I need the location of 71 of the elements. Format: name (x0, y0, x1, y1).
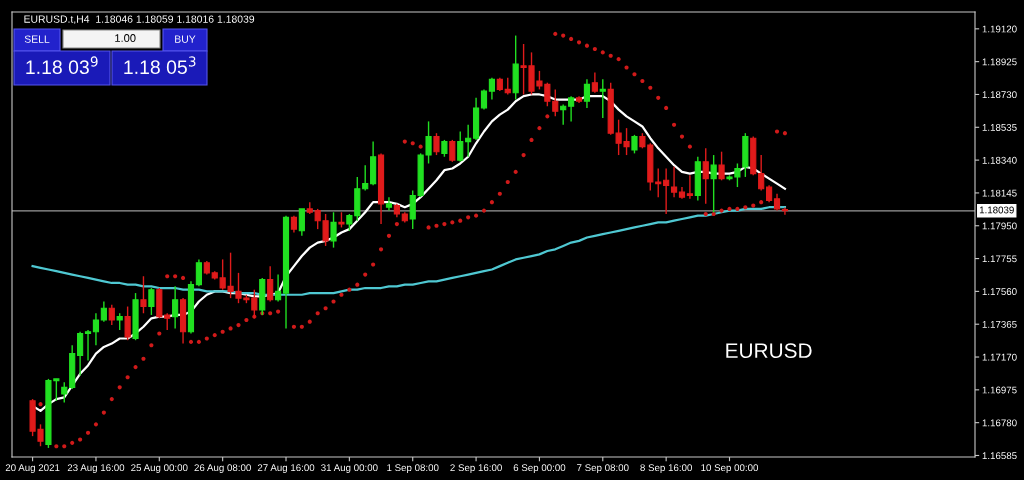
x-tick-label: 10 Sep 00:00 (701, 464, 759, 474)
y-tick-label: 1.17170 (982, 353, 1017, 361)
candlestick (655, 167, 662, 198)
x-tick-label: 25 Aug 00:00 (131, 464, 188, 474)
x-tick-label: 1 Sep 08:00 (387, 464, 439, 474)
candlestick (686, 174, 693, 200)
candlestick (702, 147, 709, 205)
y-tick-label: 1.16780 (982, 419, 1017, 427)
candlestick (449, 139, 456, 163)
candlestick (488, 76, 496, 101)
x-tick-label: 31 Aug 00:00 (321, 464, 378, 474)
x-tick-label: 20 Aug 2021 (5, 464, 60, 474)
candlestick (61, 381, 68, 404)
candlestick (148, 287, 155, 316)
candlestick (718, 150, 725, 182)
x-tick-label: 7 Sep 08:00 (577, 464, 629, 474)
candlestick (124, 305, 131, 341)
y-tick-label: 1.17950 (982, 222, 1017, 230)
annotation: EURUSD (726, 343, 812, 359)
y-tick-label: 1.18340 (982, 156, 1017, 164)
candlestick (480, 88, 488, 111)
candlestick (599, 78, 606, 119)
candlestick (140, 275, 147, 314)
x-tick-label: 26 Aug 08:00 (194, 464, 251, 474)
candlestick (84, 329, 92, 362)
y-tick-label: 1.17755 (982, 255, 1017, 263)
y-tick-label: 1.16975 (982, 386, 1017, 394)
candlestick (457, 130, 464, 163)
chart-title: EURUSD.t,H4 1.18046 1.18059 1.18016 1.18039 (24, 15, 255, 24)
candlestick (108, 304, 115, 326)
candlestick (560, 103, 567, 126)
candlestick (663, 167, 670, 215)
candlestick (670, 166, 678, 198)
annotation: 1.18 05$^{3}$ (124, 56, 196, 75)
annotation: SELL (24, 35, 50, 43)
candlestick (631, 134, 638, 155)
x-tick-label: 8 Sep 16:00 (640, 464, 692, 474)
candlestick (77, 331, 84, 377)
y-tick-label: 1.17560 (982, 288, 1017, 296)
candlestick (781, 206, 789, 216)
y-tick-label: 1.18535 (982, 124, 1017, 131)
y-tick-label: 1.18145 (982, 189, 1017, 197)
candlestick (100, 300, 107, 323)
candlestick (568, 95, 575, 123)
candlestick (385, 196, 393, 212)
candlestick (92, 312, 100, 346)
y-tick-label: 1.17365 (982, 320, 1017, 328)
x-tick-label: 27 Aug 16:00 (257, 464, 315, 474)
y-tick-label: 1.16585 (982, 452, 1017, 460)
x-tick-label: 6 Sep 00:00 (513, 464, 566, 474)
candlestick (298, 208, 305, 237)
candlestick (465, 124, 472, 158)
candlestick (267, 265, 274, 303)
candlestick (591, 71, 598, 94)
x-tick-label: 23 Aug 16:00 (67, 464, 125, 474)
y-tick-label: 1.19120 (982, 25, 1017, 33)
candlestick (583, 78, 591, 109)
candlestick (758, 154, 765, 192)
y-tick-label: 1.18730 (982, 91, 1017, 99)
candlestick (330, 211, 337, 249)
y-tick-label: 1.18925 (982, 58, 1017, 66)
annotation: 1.00 (115, 34, 136, 42)
candlestick (433, 132, 440, 156)
candlestick (362, 164, 369, 192)
annotation: 1.18 03$^{9}$ (26, 56, 98, 75)
candlestick (275, 273, 282, 303)
candlestick (195, 258, 202, 288)
ref-line-label: 1.18039 (979, 206, 1014, 214)
candlestick (172, 285, 179, 330)
annotation: BUY (175, 35, 196, 43)
x-tick-label: 2 Sep 16:00 (450, 464, 502, 474)
